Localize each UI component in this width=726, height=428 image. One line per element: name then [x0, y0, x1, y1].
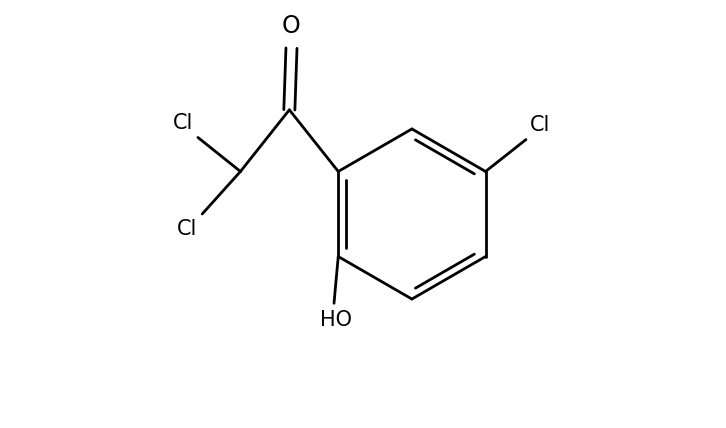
Text: Cl: Cl	[176, 219, 197, 239]
Text: Cl: Cl	[173, 113, 193, 133]
Text: HO: HO	[320, 310, 352, 330]
Text: Cl: Cl	[530, 115, 550, 135]
Text: O: O	[282, 14, 301, 38]
